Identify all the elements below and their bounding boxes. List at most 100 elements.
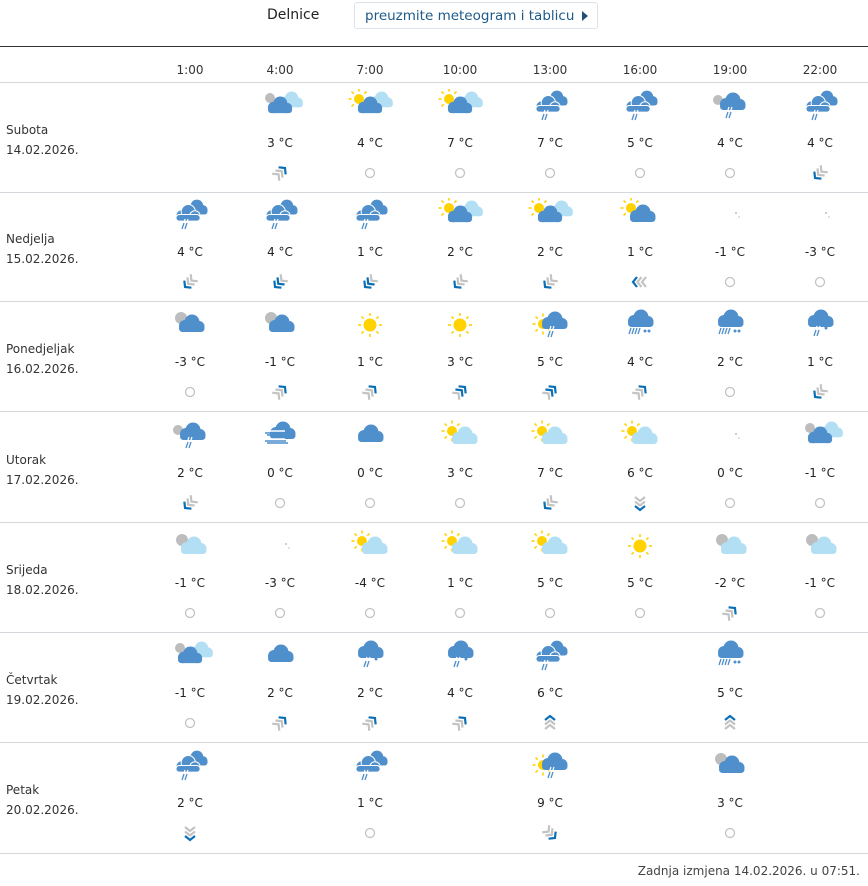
temperature: 1 °C [357,355,383,369]
moon-icon [813,207,830,223]
forecast-cell: 3 °C [415,413,505,523]
time-header-cell: 19:00 [712,63,748,77]
forecast-cell: -1 °C [235,302,325,412]
day-row: Nedjelja 15.02.2026. 4 °C 4 °C 1 °C 2 °C 2 °C 1… [0,192,868,302]
temperature: 1 °C [627,245,653,259]
temperature: 4 °C [267,245,293,259]
moon-rain-icon [713,92,746,119]
forecast-cell: -2 °C [685,523,775,633]
forecast-cell: 3 °C [685,743,775,853]
temperature: 2 °C [177,466,203,480]
day-name: Srijeda [6,563,48,577]
temperature: 9 °C [537,796,563,810]
forecast-cell: -4 °C [325,523,415,633]
wind-calm-icon [544,607,556,619]
temperature: 5 °C [627,136,653,150]
day-name: Ponedjeljak [6,342,75,356]
forecast-cell: -3 °C [235,523,325,633]
temperature: 4 °C [447,686,473,700]
moon-cloud-lightcloud-icon [175,641,213,664]
day-name: Subota [6,123,49,137]
temperature: 6 °C [537,686,563,700]
day-name: Utorak [6,453,47,467]
wind-calm-icon [274,497,286,509]
wind-ne-arrow-icon [272,385,287,400]
day-date: 17.02.2026. [6,473,79,487]
sun-lightcloud-icon [531,530,568,554]
temperature: 7 °C [537,136,563,150]
wind-sw-arrow-icon [813,384,828,399]
day-row: Subota 14.02.2026. 3 °C 4 °C 7 °C 7 °C 5 °C 4 °… [0,83,868,193]
moon-icon [723,428,740,444]
forecast-cell: -1 °C [775,413,865,523]
time-header-cell: 10:00 [442,63,478,77]
wind-calm-icon [454,167,466,179]
cloud-icon [358,424,384,442]
forecast-cell: 7 °C [415,83,505,193]
moon-cloud-lightcloud-icon [805,421,843,444]
wind-ne-arrow-icon [362,716,377,731]
wind-sw-arrow-icon [363,274,378,289]
day-row: Petak 20.02.2026. 2 °C 1 °C 9 °C 3 °C [0,743,868,853]
forecast-cell: 4 °C [775,83,865,193]
wind-calm-icon [724,167,736,179]
temperature: -1 °C [174,576,206,590]
temperature: 5 °C [627,576,653,590]
wind-sw-arrow-icon [543,274,558,289]
wind-ne-arrow-icon [722,606,737,621]
temperature: 0 °C [267,466,293,480]
cloud-icon [268,644,294,662]
moon-cloud-lightcloud-icon [265,91,303,114]
day-date: 15.02.2026. [6,252,79,266]
wind-calm-icon [814,497,826,509]
temperature: 3 °C [447,355,473,369]
wind-calm-icon [364,167,376,179]
rain-clouds-icon [175,750,208,781]
temperature: 4 °C [627,355,653,369]
sun-icon [358,313,382,337]
row-divider [0,742,868,743]
day-date: 19.02.2026. [6,693,79,707]
forecast-cell: -1 °C [775,523,865,633]
sun-lightcloud-icon [621,420,658,444]
row-divider [0,632,868,633]
rain-clouds-icon [805,90,838,121]
heavy-sleet-icon [718,309,744,335]
temperature: 1 °C [447,576,473,590]
forecast-cell: 7 °C [505,83,595,193]
download-meteogram-button[interactable]: preuzmite meteogram i tablicu [354,2,598,29]
moon-rain-icon [173,422,206,449]
temperature: 4 °C [177,245,203,259]
forecast-cell: 5 °C [685,633,775,743]
wind-calm-icon [364,497,376,509]
wind-sw-arrow-icon [183,274,198,289]
sun-rain-icon [532,311,568,338]
forecast-cell: 5 °C [505,523,595,633]
rain-clouds-icon [625,90,658,121]
temperature: 3 °C [717,796,743,810]
forecast-cell: 0 °C [685,413,775,523]
sun-cloud-lightcloud-icon [348,89,393,114]
temperature: 5 °C [537,576,563,590]
day-label: Četvrtak 19.02.2026. [6,670,79,710]
temperature: -1 °C [804,576,836,590]
download-button-label: preuzmite meteogram i tablicu [365,8,575,24]
forecast-cell: 1 °C [325,192,415,302]
forecast-cell: 5 °C [505,302,595,412]
forecast-cell: 1 °C [325,743,415,853]
temperature: -1 °C [264,355,296,369]
day-label: Ponedjeljak 16.02.2026. [6,339,79,379]
wind-ne-arrow-icon [452,716,467,731]
forecast-cell: 6 °C [595,413,685,523]
heavy-sleet-icon [628,309,654,335]
wind-calm-icon [364,827,376,839]
forecast-cell: 4 °C [595,302,685,412]
moon-icon [723,207,740,223]
day-name: Četvrtak [6,673,58,687]
forecast-cell: 6 °C [505,633,595,743]
temperature: -3 °C [804,245,836,259]
wind-ne-arrow-icon [452,385,467,400]
time-header: 1:00 4:00 7:00 10:00 13:00 16:00 19:00 22:00 [145,63,865,83]
row-divider [0,853,868,854]
temperature: 2 °C [177,796,203,810]
